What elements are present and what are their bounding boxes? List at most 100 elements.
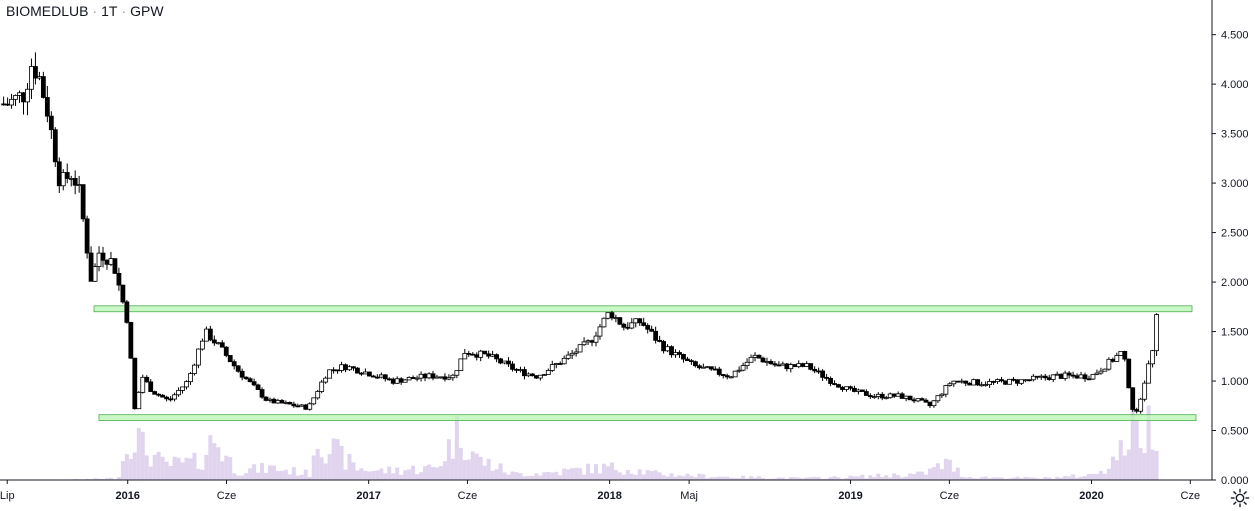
volume-bar [800,478,805,480]
resistance-zone[interactable] [93,305,1193,313]
candle-body [669,346,674,356]
volume-bar [916,471,921,480]
candle-body [1110,358,1116,362]
price-tick-label: 1.500 [1221,327,1249,339]
candle-body [780,363,786,366]
volume-bar [502,472,507,480]
interval-label: 1T [101,3,118,19]
volume-bar [140,431,145,480]
volume-bar [900,477,905,480]
volume-bar [530,475,535,480]
candle-body [5,103,10,106]
volume-bar [1118,440,1123,480]
candle-body [1094,372,1100,375]
candle-body [327,369,333,379]
volume-bar [975,478,980,480]
volume-bar [415,474,420,480]
candle-body [442,376,448,380]
candle-body [879,393,885,399]
volume-bar [780,477,785,480]
candle-body [975,379,981,386]
candle-body [716,368,722,375]
volume-bar [97,478,102,480]
volume-bar [605,466,610,480]
volume-bar [152,454,157,480]
volume-bar [518,473,523,480]
candle-body [1146,363,1152,384]
volume-bar [430,466,435,480]
candle-body [764,361,770,363]
volume-bar [729,477,734,480]
symbol-label: BIOMEDLUB [6,3,89,19]
volume-bar [160,456,165,480]
volume-bar [808,477,813,480]
support-zone[interactable] [98,414,1197,422]
volume-bar [534,473,539,480]
volume-bar [172,456,177,480]
volume-bar [872,477,877,480]
candle-body [820,370,826,378]
volume-bar [264,472,269,480]
candle-body [136,391,142,410]
volume-bar [880,477,885,480]
volume-bar [749,476,754,480]
candle-body [1154,314,1159,352]
candle-body [398,378,404,383]
volume-bar [1063,475,1068,480]
candle-body [104,259,110,265]
candle-body [366,371,372,377]
volume-bar [613,470,618,480]
volume-bar [1130,403,1135,480]
candle-body [1050,374,1056,380]
volume-bar [633,474,638,480]
volume-bar [466,459,471,480]
candle-body [931,400,937,407]
candle-body [1062,372,1068,379]
candle-body [450,374,456,379]
volume-bar [562,468,567,480]
volume-bar [116,477,121,480]
candle-body [378,374,384,378]
candle-body [995,379,1000,382]
candle-body [196,348,201,366]
candle-body [1122,350,1128,360]
candle-body [907,395,913,401]
volume-bar [287,474,292,480]
volume-bar [991,477,996,480]
gear-icon[interactable] [1229,487,1251,509]
volume-bar [733,478,738,480]
volume-bar [462,460,467,480]
candle-body [708,366,714,370]
price-tick-label: 4.000 [1221,79,1249,91]
volume-bar [538,475,543,480]
candle-body [855,389,861,392]
volume-bar [482,465,487,480]
candle-body [903,395,909,399]
volume-bar [816,477,821,480]
candle-body [565,354,571,359]
volume-bar [657,472,662,480]
volume-bar [597,473,602,480]
candle-body [200,340,205,350]
candle-body [414,377,420,380]
candle-body [21,92,26,103]
volume-layer [57,403,1159,480]
candle-body [863,391,869,396]
volume-bar [371,471,376,480]
volume-bar [399,474,404,480]
volume-bar [1071,474,1076,480]
candle-body [804,363,810,367]
candle-body [704,366,710,369]
zone-layer [93,305,1197,422]
candle-body [188,373,193,383]
candle-body [1015,379,1020,384]
candle-body [899,393,905,399]
volume-bar [188,458,193,480]
exchange-label: GPW [130,3,164,19]
volume-bar [939,469,944,480]
time-tick-label: 2020 [1079,490,1103,502]
volume-bar [363,470,368,480]
candle-body [979,384,985,387]
candle-body [919,398,925,401]
